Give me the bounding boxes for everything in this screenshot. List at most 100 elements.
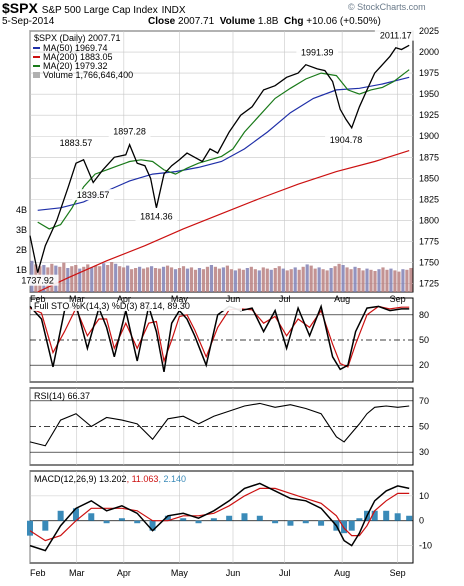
x-axis-label-bottom: Jun <box>226 568 241 578</box>
volume-bar <box>369 269 373 292</box>
volume-bar <box>273 268 277 292</box>
price-series-MA(200) <box>37 150 410 293</box>
rsi-line <box>29 402 410 447</box>
volume-bar <box>353 266 357 292</box>
volume-bar <box>90 267 94 292</box>
macd-legend-part: , 2.140 <box>158 474 186 484</box>
volume-bar <box>393 270 397 292</box>
volume-value: 1.8B <box>257 16 279 27</box>
volume-bar <box>78 268 82 292</box>
macd-histogram-bar <box>394 513 401 521</box>
stochastic-k-line <box>29 303 410 373</box>
price-annotation: 1883.57 <box>60 138 93 148</box>
symbol-title: $SPX S&P 500 Large Cap Index INDX <box>2 0 186 16</box>
volume-bar <box>285 270 289 292</box>
rsi-y-tick-label: 70 <box>419 396 429 406</box>
macd-legend-part: MACD(12,26,9) 13.202 <box>34 474 127 484</box>
price-y-tick-label: 1850 <box>419 173 439 183</box>
macd-histogram-bar <box>72 508 79 521</box>
annotation-bg <box>135 210 178 222</box>
price-annotation: 1904.78 <box>330 135 363 145</box>
macd-histogram-bar <box>164 515 171 521</box>
price-annotation: 2011.17 <box>380 31 412 41</box>
stochastic-y-tick-label: 20 <box>419 360 429 370</box>
exchange: INDX <box>161 5 186 16</box>
volume-bar <box>197 268 202 292</box>
stochastic-y-tick-label: 50 <box>419 335 429 345</box>
x-axis-label-price: Jun <box>226 294 241 304</box>
volume-bar <box>62 262 66 292</box>
macd-histogram-bar <box>118 518 125 521</box>
volume-bar <box>377 269 381 292</box>
macd-y-tick-label: 10 <box>419 491 429 501</box>
volume-bar <box>401 269 405 292</box>
price-annotation: 1737.92 <box>21 276 54 286</box>
annotation-bg <box>374 29 417 41</box>
volume-bar <box>297 269 301 292</box>
volume-bar <box>130 269 134 292</box>
volume-bar <box>305 264 309 292</box>
price-legend-label: MA(20) 1979.32 <box>43 61 108 71</box>
price-annotation: 1839.57 <box>77 190 110 200</box>
macd-histogram-bar <box>180 518 187 521</box>
volume-bar <box>217 268 221 292</box>
x-axis-label-price: Apr <box>117 294 131 304</box>
x-axis-label-price: May <box>171 294 189 304</box>
price-legend-label: MA(50) 1969.74 <box>43 43 108 53</box>
volume-bar <box>165 265 170 292</box>
price-y-tick-label: 2000 <box>419 47 439 57</box>
volume-bar <box>82 266 86 292</box>
volume-bar <box>397 271 401 292</box>
volume-bar <box>74 265 78 292</box>
volume-bar <box>169 267 174 292</box>
macd-histogram-bar <box>226 515 233 521</box>
price-y-tick-label: 1725 <box>419 279 439 289</box>
macd-histogram-bar <box>356 518 363 521</box>
volume-bar <box>313 268 317 292</box>
macd-histogram-bar <box>302 520 309 524</box>
macd-histogram-bar <box>287 520 294 526</box>
macd-histogram-bar <box>42 520 49 531</box>
macd-histogram-bar <box>241 513 248 521</box>
volume-bar <box>86 264 90 292</box>
volume-bar <box>257 270 261 292</box>
annotation-bg <box>72 189 115 201</box>
macd-panel-title: MACD(12,26,9) 13.202, 11.063, 2.140 <box>34 474 186 484</box>
macd-y-tick-label: 0 <box>419 516 424 526</box>
annotation-bg <box>16 274 59 286</box>
volume-bar <box>293 267 297 292</box>
volume-bar <box>106 265 110 292</box>
volume-bar <box>245 268 249 292</box>
price-y-tick-label: 1750 <box>419 258 439 268</box>
volume-label: Volume <box>219 16 256 27</box>
close-label: Close <box>148 16 176 27</box>
volume-bar <box>373 271 377 292</box>
macd-histogram-bar <box>103 520 110 524</box>
macd-y-tick-label: -10 <box>419 541 432 551</box>
volume-bar <box>361 270 365 292</box>
volume-bar <box>281 268 285 292</box>
volume-bar <box>409 268 413 292</box>
volume-bar <box>70 266 74 292</box>
volume-tick-label: 1B <box>16 265 27 275</box>
volume-bar <box>265 268 269 292</box>
macd-histogram-bar <box>195 520 202 524</box>
volume-bar <box>58 266 62 292</box>
volume-bar <box>193 269 198 292</box>
volume-bar <box>365 268 369 292</box>
macd-histogram-bar <box>134 520 141 524</box>
volume-bar <box>337 263 341 292</box>
volume-bar <box>98 266 102 292</box>
macd-histogram-bar <box>383 510 390 521</box>
macd-histogram-bar <box>341 520 348 534</box>
volume-bar <box>94 265 98 292</box>
price-legend-label: Volume 1,766,646,400 <box>43 70 133 80</box>
price-annotation: 1897.28 <box>113 127 146 137</box>
rsi-panel-title: RSI(14) 66.37 <box>34 391 90 401</box>
volume-bar <box>66 268 70 292</box>
volume-bar <box>225 265 229 292</box>
volume-bar <box>122 267 126 292</box>
price-y-tick-label: 1775 <box>419 236 439 246</box>
stochastic-title-bg <box>32 300 242 311</box>
x-axis-label-price: Sep <box>390 294 406 304</box>
